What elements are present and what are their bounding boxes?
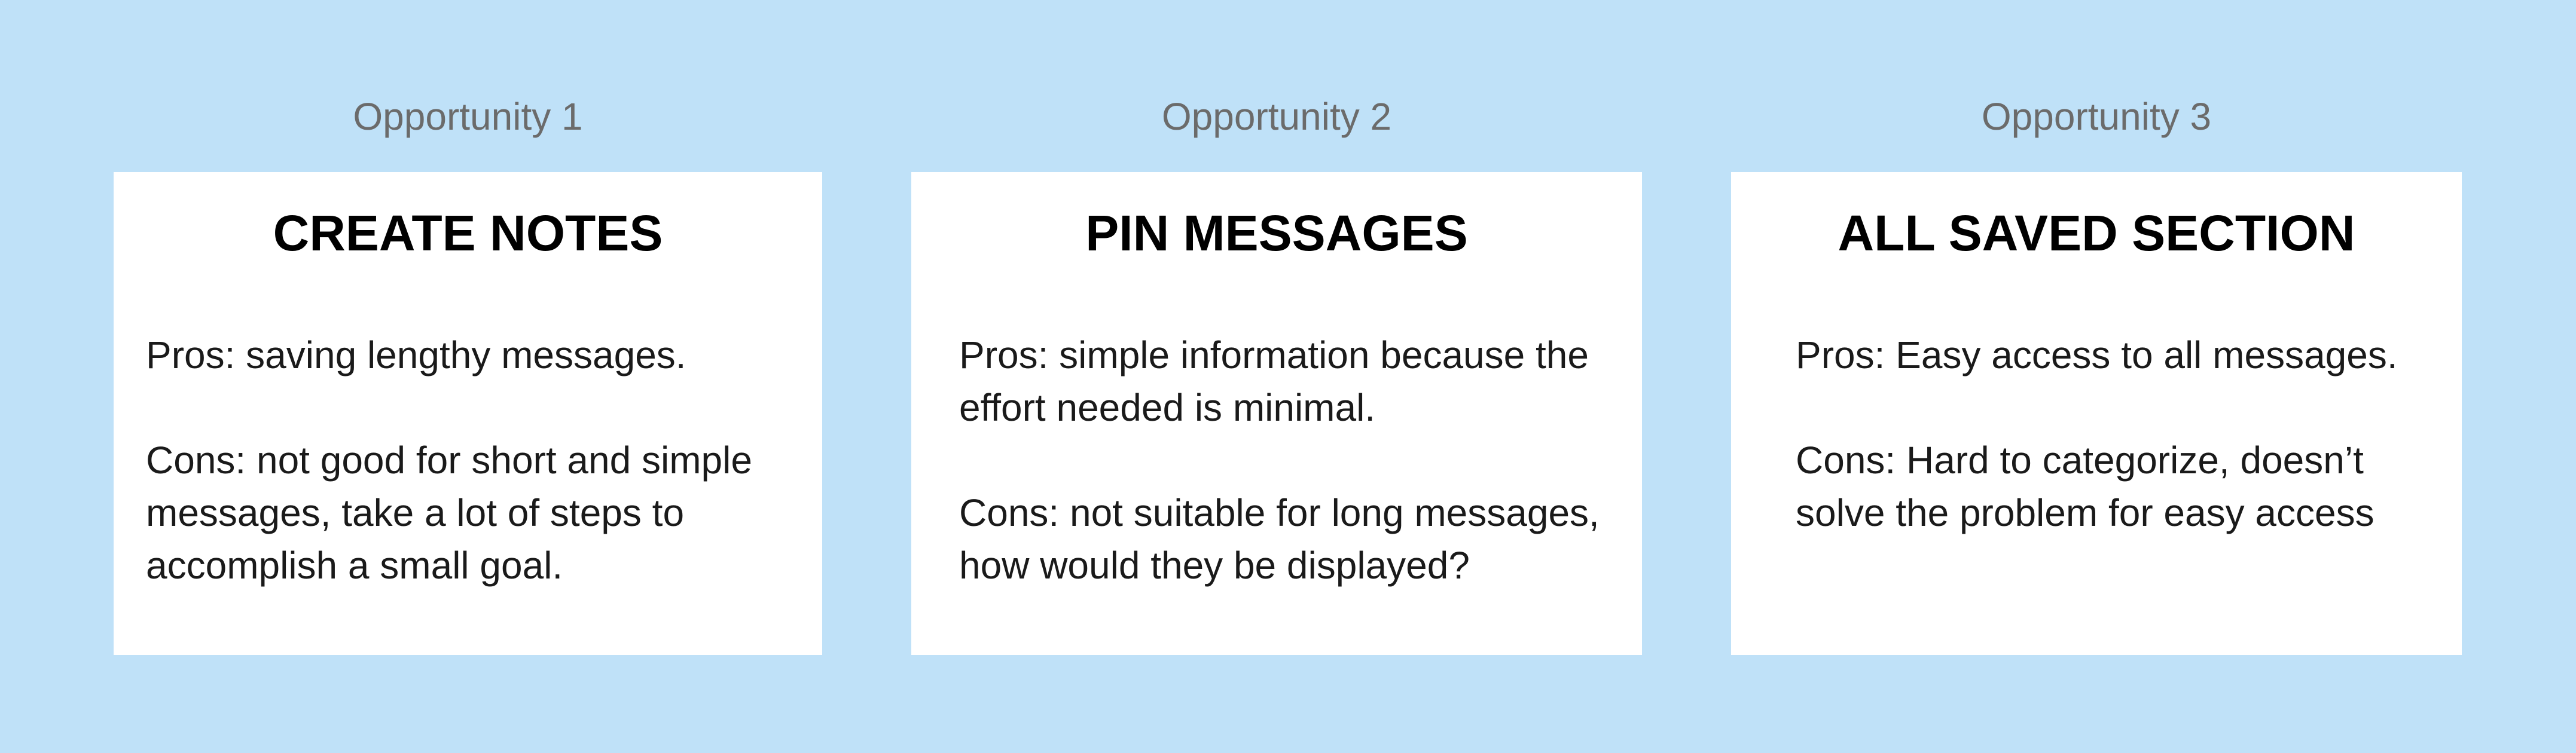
pros-text: Pros: saving lengthy messages.: [146, 333, 686, 376]
opportunity-label: Opportunity 2: [1161, 95, 1392, 138]
card-body: Pros: Easy access to all messages. Cons:…: [1796, 329, 2453, 539]
pros-text: Pros: Easy access to all messages.: [1796, 333, 2398, 376]
cons-text: Cons: Hard to categorize, doesn’t solve …: [1796, 439, 2374, 534]
opportunity-card: PIN MESSAGES Pros: simple information be…: [911, 172, 1642, 655]
opportunity-card: ALL SAVED SECTION Pros: Easy access to a…: [1731, 172, 2462, 655]
opportunity-label: Opportunity 1: [353, 95, 583, 138]
pros-text: Pros: simple information because the eff…: [959, 333, 1589, 429]
cons-text: Cons: not suitable for long messages, ho…: [959, 491, 1600, 587]
card-title: CREATE NOTES: [273, 205, 663, 261]
opportunity-label: Opportunity 3: [1981, 95, 2212, 138]
opportunity-card: CREATE NOTES Pros: saving lengthy messag…: [114, 172, 822, 655]
card-body: Pros: saving lengthy messages. Cons: not…: [146, 329, 810, 592]
card-title: ALL SAVED SECTION: [1838, 205, 2355, 261]
cons-text: Cons: not good for short and simple mess…: [146, 439, 752, 587]
card-body: Pros: simple information because the eff…: [959, 329, 1629, 592]
card-title: PIN MESSAGES: [1085, 205, 1468, 261]
